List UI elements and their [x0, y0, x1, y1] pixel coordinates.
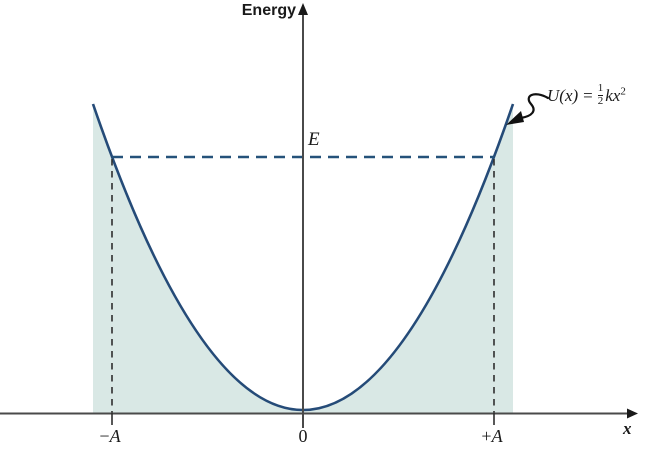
- formula-fraction-denominator: 2: [597, 94, 604, 108]
- y-axis-title: Energy: [241, 2, 296, 19]
- tick-posA-sign: +: [481, 426, 492, 446]
- curve-formula-label: U(x) = 1 2 kx2: [547, 82, 626, 109]
- callout-squiggle: [519, 93, 550, 120]
- x-tick-label-negA: −A: [80, 426, 140, 447]
- tick-zero-sign: 0: [298, 426, 308, 446]
- y-axis-arrowhead-icon: [298, 3, 308, 15]
- x-tick-label-posA: +A: [462, 426, 522, 447]
- formula-term: kx2: [605, 86, 626, 106]
- x-tick-label-zero: 0: [273, 426, 333, 447]
- tick-negA-var: A: [109, 426, 121, 446]
- energy-symbol-label: E: [308, 129, 320, 150]
- formula-term-base: kx: [605, 86, 621, 106]
- tick-negA-sign: −: [99, 426, 110, 446]
- formula-function: U(x): [547, 86, 579, 106]
- shaded-region: [93, 104, 513, 413]
- formula-term-exponent: 2: [620, 85, 626, 98]
- callout-arrowhead-icon: [506, 111, 524, 125]
- formula-fraction-numerator: 1: [597, 82, 604, 94]
- formula-equals: =: [583, 86, 593, 106]
- x-axis-symbol-label: x: [623, 419, 632, 438]
- x-axis-arrowhead-icon: [627, 408, 638, 419]
- tick-posA-var: A: [491, 426, 503, 446]
- formula-fraction: 1 2: [597, 82, 604, 108]
